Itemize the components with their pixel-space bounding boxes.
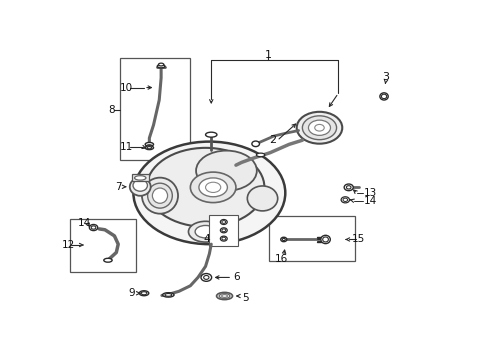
Ellipse shape [91,226,96,229]
Ellipse shape [302,116,337,140]
Ellipse shape [147,145,152,147]
Circle shape [201,274,212,281]
Ellipse shape [104,258,112,262]
Ellipse shape [309,120,330,135]
Text: 12: 12 [61,240,74,250]
Bar [270,216,355,261]
Ellipse shape [130,178,151,196]
Ellipse shape [139,291,149,296]
Bar [209,215,238,246]
Ellipse shape [323,237,328,242]
Ellipse shape [145,143,153,146]
Ellipse shape [381,94,387,99]
Ellipse shape [220,220,227,225]
Circle shape [344,184,353,191]
Ellipse shape [189,221,222,242]
Circle shape [346,186,351,189]
Ellipse shape [220,228,227,233]
Ellipse shape [222,237,226,240]
Circle shape [343,198,347,202]
Ellipse shape [190,172,236,203]
Text: 5: 5 [242,293,248,303]
Ellipse shape [281,237,287,242]
Ellipse shape [222,229,226,232]
Text: 10: 10 [120,82,133,93]
Ellipse shape [297,112,343,144]
Text: 7: 7 [115,182,122,192]
Text: 14: 14 [77,218,91,228]
Ellipse shape [165,293,172,296]
Ellipse shape [147,183,172,208]
Ellipse shape [219,293,230,298]
Ellipse shape [157,64,165,68]
Ellipse shape [196,150,257,191]
Circle shape [204,275,209,279]
Text: 15: 15 [352,234,365,244]
Ellipse shape [147,148,265,227]
Ellipse shape [222,221,226,223]
Ellipse shape [282,238,285,240]
Text: 6: 6 [233,273,240,283]
Ellipse shape [135,176,146,180]
Ellipse shape [152,188,168,203]
Ellipse shape [158,63,164,66]
Ellipse shape [145,146,153,150]
Ellipse shape [199,178,227,197]
Text: 14: 14 [364,195,377,206]
Ellipse shape [315,125,324,131]
Ellipse shape [195,225,216,238]
Ellipse shape [256,153,265,157]
Ellipse shape [206,132,217,137]
Ellipse shape [141,292,147,295]
Text: 8: 8 [108,105,115,115]
Text: 3: 3 [382,72,390,82]
Circle shape [252,141,260,147]
Ellipse shape [163,293,174,297]
Text: 16: 16 [275,254,288,264]
Ellipse shape [142,177,178,214]
Ellipse shape [206,182,220,193]
Bar [120,58,190,159]
Ellipse shape [247,186,278,211]
Bar [132,174,148,181]
Text: 11: 11 [120,142,133,152]
Ellipse shape [380,93,388,100]
Ellipse shape [221,294,227,297]
Ellipse shape [147,147,151,149]
Circle shape [341,197,349,203]
Bar [70,219,136,272]
Ellipse shape [89,225,98,231]
Text: 13: 13 [364,188,377,198]
Text: 9: 9 [129,288,135,298]
Ellipse shape [321,235,330,244]
Text: 2: 2 [270,135,277,145]
Ellipse shape [133,141,285,244]
Ellipse shape [133,180,147,191]
Text: 4: 4 [203,234,210,244]
Ellipse shape [220,236,227,241]
Text: 1: 1 [265,50,272,60]
Ellipse shape [217,292,233,300]
